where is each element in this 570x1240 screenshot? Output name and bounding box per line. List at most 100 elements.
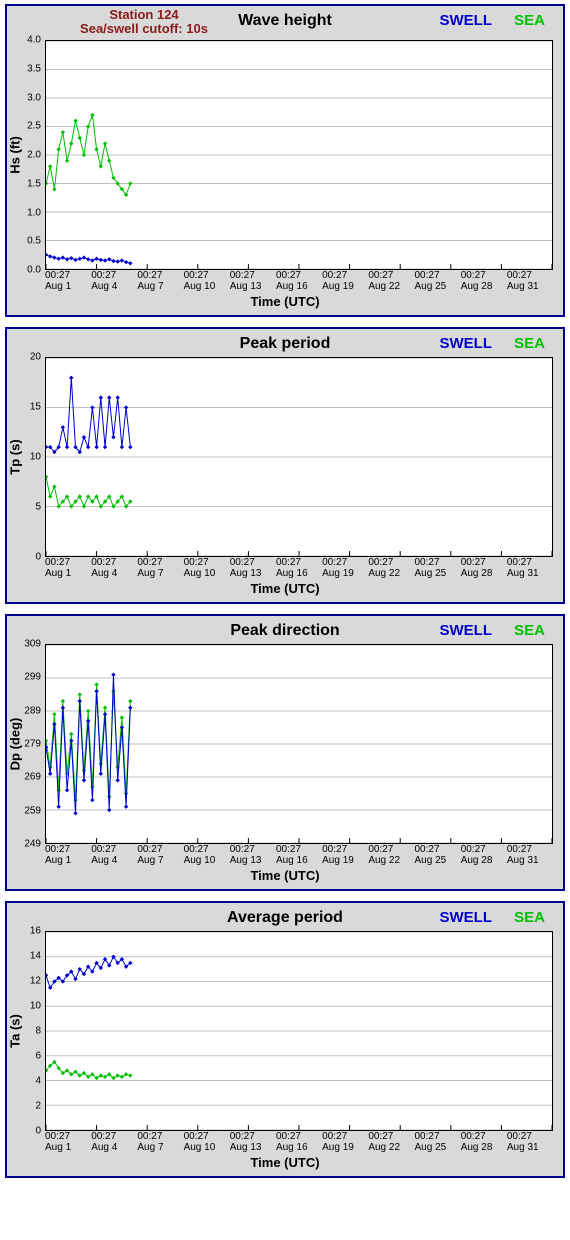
y-tick-label: 0.5 bbox=[11, 236, 41, 247]
y-tick-label: 3.0 bbox=[11, 92, 41, 103]
y-tick-label: 3.5 bbox=[11, 63, 41, 74]
y-tick-label: 4 bbox=[11, 1076, 41, 1087]
plot-area bbox=[45, 357, 553, 557]
x-tick-label: 00:27Aug 31 bbox=[507, 844, 553, 866]
y-tick-label: 10 bbox=[11, 452, 41, 463]
y-tick-label: 14 bbox=[11, 951, 41, 962]
x-tick-label: 00:27Aug 4 bbox=[91, 1131, 137, 1153]
x-tick-label: 00:27Aug 25 bbox=[415, 557, 461, 579]
plot-svg bbox=[46, 358, 552, 556]
y-tick-label: 20 bbox=[11, 352, 41, 363]
x-tick-label: 00:27Aug 10 bbox=[184, 844, 230, 866]
legend-swell: SWELL bbox=[439, 909, 492, 926]
x-tick-label: 00:27Aug 25 bbox=[415, 270, 461, 292]
plot-area bbox=[45, 40, 553, 270]
y-tick-label: 289 bbox=[11, 705, 41, 716]
panel-peak-period: Peak period SWELL SEA Tp (s) 05101520 00… bbox=[5, 327, 565, 604]
x-tick-label: 00:27Aug 31 bbox=[507, 1131, 553, 1153]
y-tick-label: 249 bbox=[11, 839, 41, 850]
legend-sea: SEA bbox=[514, 622, 545, 639]
x-tick-label: 00:27Aug 10 bbox=[184, 270, 230, 292]
x-tick-label: 00:27Aug 19 bbox=[322, 1131, 368, 1153]
x-tick-label: 00:27Aug 28 bbox=[461, 270, 507, 292]
x-tick-label: 00:27Aug 22 bbox=[368, 270, 414, 292]
y-tick-label: 299 bbox=[11, 672, 41, 683]
plot-svg bbox=[46, 41, 552, 269]
legend-sea: SEA bbox=[514, 909, 545, 926]
x-tick-label: 00:27Aug 16 bbox=[276, 270, 322, 292]
y-tick-label: 5 bbox=[11, 502, 41, 513]
y-tick-label: 269 bbox=[11, 772, 41, 783]
x-ticks: 00:27Aug 100:27Aug 400:27Aug 7 00:27Aug 1… bbox=[45, 557, 553, 579]
panel-average-period: Average period SWELL SEA Ta (s) 02468101… bbox=[5, 901, 565, 1178]
x-tick-label: 00:27Aug 1 bbox=[45, 1131, 91, 1153]
y-tick-label: 10 bbox=[11, 1001, 41, 1012]
plot-svg bbox=[46, 645, 552, 843]
legend-sea: SEA bbox=[514, 12, 545, 29]
x-tick-label: 00:27Aug 31 bbox=[507, 557, 553, 579]
y-tick-label: 259 bbox=[11, 805, 41, 816]
x-ticks: 00:27Aug 100:27Aug 400:27Aug 700:27Aug 1… bbox=[45, 270, 553, 292]
y-tick-label: 1.0 bbox=[11, 207, 41, 218]
x-tick-label: 00:27Aug 19 bbox=[322, 557, 368, 579]
panel-wave-height: Station 124 Sea/swell cutoff: 10s Wave h… bbox=[5, 4, 565, 317]
x-ticks: 00:27Aug 100:27Aug 400:27Aug 700:27Aug 1… bbox=[45, 844, 553, 866]
x-tick-label: 00:27Aug 4 bbox=[91, 844, 137, 866]
y-tick-label: 15 bbox=[11, 402, 41, 413]
x-axis-label: Time (UTC) bbox=[7, 579, 563, 602]
y-tick-label: 2.0 bbox=[11, 150, 41, 161]
legend: SWELL SEA bbox=[439, 12, 545, 29]
y-tick-label: 309 bbox=[11, 639, 41, 650]
x-tick-label: 00:27Aug 7 bbox=[137, 270, 183, 292]
legend: SWELL SEA bbox=[439, 622, 545, 639]
y-tick-label: 16 bbox=[11, 926, 41, 937]
x-tick-label: 00:27Aug 16 bbox=[276, 1131, 322, 1153]
x-tick-label: 00:27Aug 16 bbox=[276, 557, 322, 579]
x-tick-label: 00:27Aug 4 bbox=[91, 557, 137, 579]
y-tick-label: 6 bbox=[11, 1051, 41, 1062]
x-tick-label: 00:27Aug 13 bbox=[230, 844, 276, 866]
x-axis-label: Time (UTC) bbox=[7, 866, 563, 889]
x-tick-label: 00:27Aug 28 bbox=[461, 557, 507, 579]
x-tick-label: 00:27Aug 1 bbox=[45, 270, 91, 292]
x-tick-label: 00:27Aug 1 bbox=[45, 844, 91, 866]
x-tick-label: 00:27Aug 13 bbox=[230, 557, 276, 579]
y-ticks: 0246810121416 bbox=[25, 931, 43, 1131]
y-tick-label: 8 bbox=[11, 1026, 41, 1037]
panel-peak-direction: Peak direction SWELL SEA Dp (deg) 249259… bbox=[5, 614, 565, 891]
y-tick-label: 0.0 bbox=[11, 265, 41, 276]
y-ticks: 249259269279289299309 bbox=[25, 644, 43, 844]
y-tick-label: 0 bbox=[11, 1126, 41, 1137]
y-tick-label: 4.0 bbox=[11, 35, 41, 46]
y-ticks: 05101520 bbox=[25, 357, 43, 557]
x-tick-label: 00:27Aug 7 bbox=[137, 557, 183, 579]
y-tick-label: 2.5 bbox=[11, 121, 41, 132]
x-tick-label: 00:27Aug 28 bbox=[461, 844, 507, 866]
x-tick-label: 00:27Aug 13 bbox=[230, 1131, 276, 1153]
x-tick-label: 00:27Aug 13 bbox=[230, 270, 276, 292]
y-tick-label: 12 bbox=[11, 976, 41, 987]
plot-area bbox=[45, 644, 553, 844]
x-tick-label: 00:27Aug 10 bbox=[184, 1131, 230, 1153]
y-tick-label: 279 bbox=[11, 739, 41, 750]
x-tick-label: 00:27Aug 22 bbox=[368, 1131, 414, 1153]
x-tick-label: 00:27Aug 19 bbox=[322, 844, 368, 866]
plot-svg bbox=[46, 932, 552, 1130]
plot-area bbox=[45, 931, 553, 1131]
y-tick-label: 2 bbox=[11, 1101, 41, 1112]
x-tick-label: 00:27Aug 19 bbox=[322, 270, 368, 292]
x-tick-label: 00:27Aug 16 bbox=[276, 844, 322, 866]
x-tick-label: 00:27Aug 7 bbox=[137, 1131, 183, 1153]
x-ticks: 00:27Aug 100:27Aug 400:27Aug 700:27Aug 1… bbox=[45, 1131, 553, 1153]
y-tick-label: 0 bbox=[11, 552, 41, 563]
x-axis-label: Time (UTC) bbox=[7, 1153, 563, 1176]
legend-sea: SEA bbox=[514, 335, 545, 352]
x-axis-label: Time (UTC) bbox=[7, 292, 563, 315]
x-tick-label: 00:27Aug 7 bbox=[137, 844, 183, 866]
x-tick-label: 00:27Aug 25 bbox=[415, 1131, 461, 1153]
x-tick-label: 00:27Aug 28 bbox=[461, 1131, 507, 1153]
legend-swell: SWELL bbox=[439, 622, 492, 639]
x-tick-label: 00:27Aug 22 bbox=[368, 844, 414, 866]
y-tick-label: 1.5 bbox=[11, 178, 41, 189]
x-tick-label: 00:27Aug 1 bbox=[45, 557, 91, 579]
